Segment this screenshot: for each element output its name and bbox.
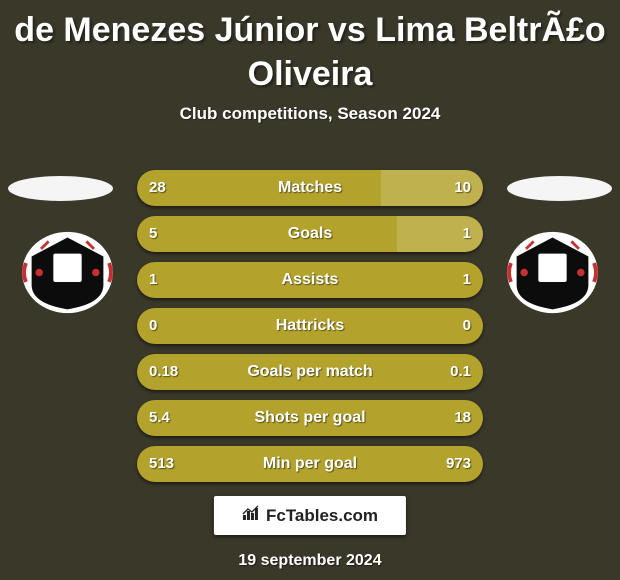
stat-label: Min per goal <box>137 446 483 482</box>
stat-rows-container: Matches2810Goals51Assists11Hattricks00Go… <box>137 170 483 492</box>
chart-icon <box>242 505 260 526</box>
stat-value-right: 0.1 <box>450 354 471 390</box>
stat-row: Assists1 1 <box>137 262 483 298</box>
stat-value-right: 18 <box>454 400 471 436</box>
stat-label: Shots per goal <box>137 400 483 436</box>
stat-row: Shots per goal5.4 18 <box>137 400 483 436</box>
club-badge-left <box>20 230 115 315</box>
title-line-1: de Menezes Júnior vs Lima BeltrÃ£o <box>14 11 605 49</box>
stat-label: Matches <box>137 170 483 206</box>
stat-value-left: 5 <box>149 216 157 252</box>
branding-text: FcTables.com <box>266 506 378 526</box>
stat-value-right: 1 <box>463 262 471 298</box>
stat-label: Goals per match <box>137 354 483 390</box>
stat-row: Matches28 10 <box>137 170 483 206</box>
stat-value-left: 0 <box>149 308 157 344</box>
stat-value-left: 1 <box>149 262 157 298</box>
player-left-photo-placeholder <box>8 176 113 201</box>
stat-value-left: 513 <box>149 446 174 482</box>
stat-value-right: 10 <box>454 170 471 206</box>
stat-value-left: 0.18 <box>149 354 178 390</box>
stat-value-right: 973 <box>446 446 471 482</box>
stat-row: Goals5 1 <box>137 216 483 252</box>
comparison-title: de Menezes Júnior vs Lima BeltrÃ£o Olive… <box>0 0 620 96</box>
stat-label: Goals <box>137 216 483 252</box>
snapshot-date: 19 september 2024 <box>0 552 620 570</box>
branding-badge: FcTables.com <box>214 496 406 535</box>
club-badge-right <box>505 230 600 315</box>
stat-row: Goals per match0.18 0.1 <box>137 354 483 390</box>
stat-value-right: 0 <box>463 308 471 344</box>
stat-value-left: 28 <box>149 170 166 206</box>
title-line-2: Oliveira <box>248 55 373 93</box>
stat-row: Hattricks0 0 <box>137 308 483 344</box>
stat-label: Assists <box>137 262 483 298</box>
stat-value-left: 5.4 <box>149 400 170 436</box>
comparison-subtitle: Club competitions, Season 2024 <box>0 104 620 124</box>
stat-label: Hattricks <box>137 308 483 344</box>
stat-value-right: 1 <box>463 216 471 252</box>
stat-row: Min per goal513 973 <box>137 446 483 482</box>
player-right-photo-placeholder <box>507 176 612 201</box>
